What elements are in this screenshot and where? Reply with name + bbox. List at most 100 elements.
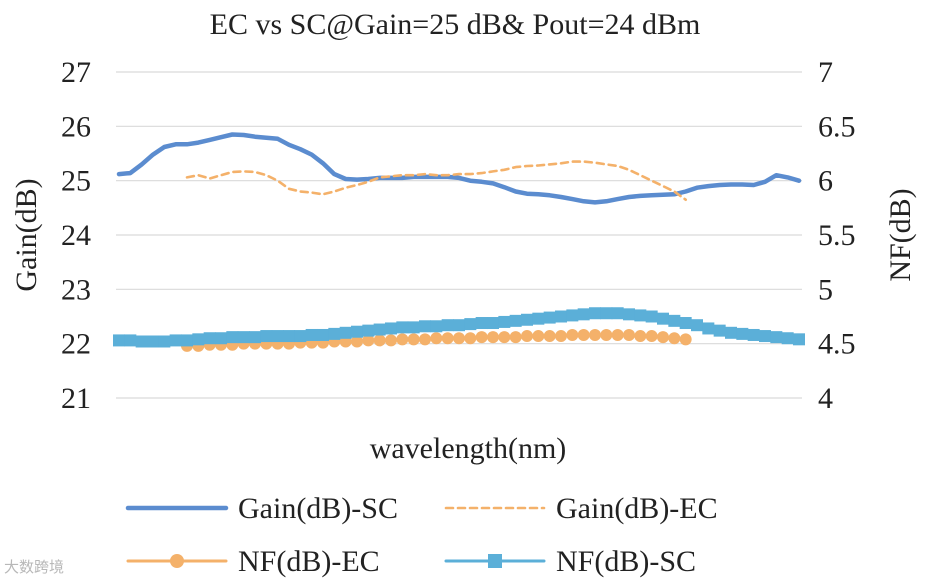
data-point [362,334,375,347]
series-gaindb-sc [116,132,802,205]
data-point [475,331,488,344]
data-point [555,310,567,323]
data-point [328,327,341,340]
legend: Gain(dB)-SC Gain(dB)-EC NF(dB)-EC NF(dB)-SC [125,492,718,578]
data-point [203,332,216,345]
data-point [453,319,465,332]
y2-tick-label: 7 [818,56,833,89]
y2-tick-label: 6.5 [818,110,856,143]
data-point [430,332,443,345]
data-point [645,310,658,323]
data-point [147,335,159,348]
data-point [441,332,454,345]
y-tick-label: 22 [61,328,91,361]
data-point [385,322,397,335]
data-point [611,328,624,341]
data-point [532,312,545,325]
data-point [226,331,239,344]
data-point [657,312,669,325]
data-point [407,333,420,346]
y-tick-label: 21 [61,382,91,415]
data-point [759,330,771,343]
data-point [305,328,318,341]
data-point [124,334,137,347]
data-point [419,333,431,346]
data-point [249,331,261,344]
data-point [351,325,363,338]
data-point [135,335,148,348]
legend-label: Gain(dB)-SC [238,492,398,525]
data-point [713,324,726,337]
data-point [736,327,749,340]
data-point [702,322,715,335]
y2-tick-label: 4 [818,382,833,415]
data-point [770,331,783,344]
data-point [634,309,647,322]
y-axis-label: Gain(dB) [10,178,43,291]
series-nfdb-sc [113,307,805,348]
data-point [385,334,397,347]
data-point [725,326,737,339]
data-point [373,323,386,336]
y-tick-label: 25 [61,165,91,198]
data-point [566,328,579,341]
data-point [668,314,681,327]
legend-item: NF(dB)-EC [126,545,380,578]
data-point [600,328,613,341]
legend-item: Gain(dB)-SC [125,492,398,525]
y2-tick-label: 6 [818,165,833,198]
data-point [623,308,635,321]
data-point [113,334,125,347]
data-point [600,307,613,320]
data-point [657,331,669,344]
data-point [373,334,386,347]
data-point [271,330,284,343]
y2-tick-label: 4.5 [818,328,856,361]
y2-tick-label: 5 [818,273,833,306]
data-point [611,307,624,320]
data-point [453,332,465,345]
data-point [181,334,193,347]
data-point [464,332,477,345]
watermark-text: 大数跨境 [4,558,65,576]
data-point [509,331,522,344]
data-point [645,330,658,343]
data-point [747,328,760,341]
x-axis-label: wavelength(nm) [370,432,567,465]
data-point [419,320,431,333]
data-point [294,330,307,343]
data-point [668,332,681,345]
data-point [566,309,579,322]
data-point [215,332,227,345]
data-point [679,333,692,346]
data-point [283,330,295,343]
data-point [589,328,601,341]
data-point [577,308,590,321]
data-point [396,321,409,334]
data-point [521,313,533,326]
data-point [543,311,556,324]
data-point [691,319,703,332]
legend-marker [170,554,184,568]
data-point [634,330,647,343]
data-point [441,319,454,332]
data-point [781,332,794,345]
data-point [192,333,205,346]
data-point [158,335,171,348]
data-point [498,315,511,328]
data-point [430,320,443,333]
data-point [532,330,545,343]
series-line [116,132,802,205]
y-tick-label: 24 [61,219,91,252]
series-line [185,160,687,201]
data-point [396,333,409,346]
data-point [498,331,511,344]
legend-item: NF(dB)-SC [444,545,696,578]
data-point [487,331,499,344]
data-point [623,328,635,341]
legend-label: Gain(dB)-EC [556,492,718,525]
y-tick-label: 27 [61,56,91,89]
data-point [793,333,805,346]
data-point [521,330,533,343]
